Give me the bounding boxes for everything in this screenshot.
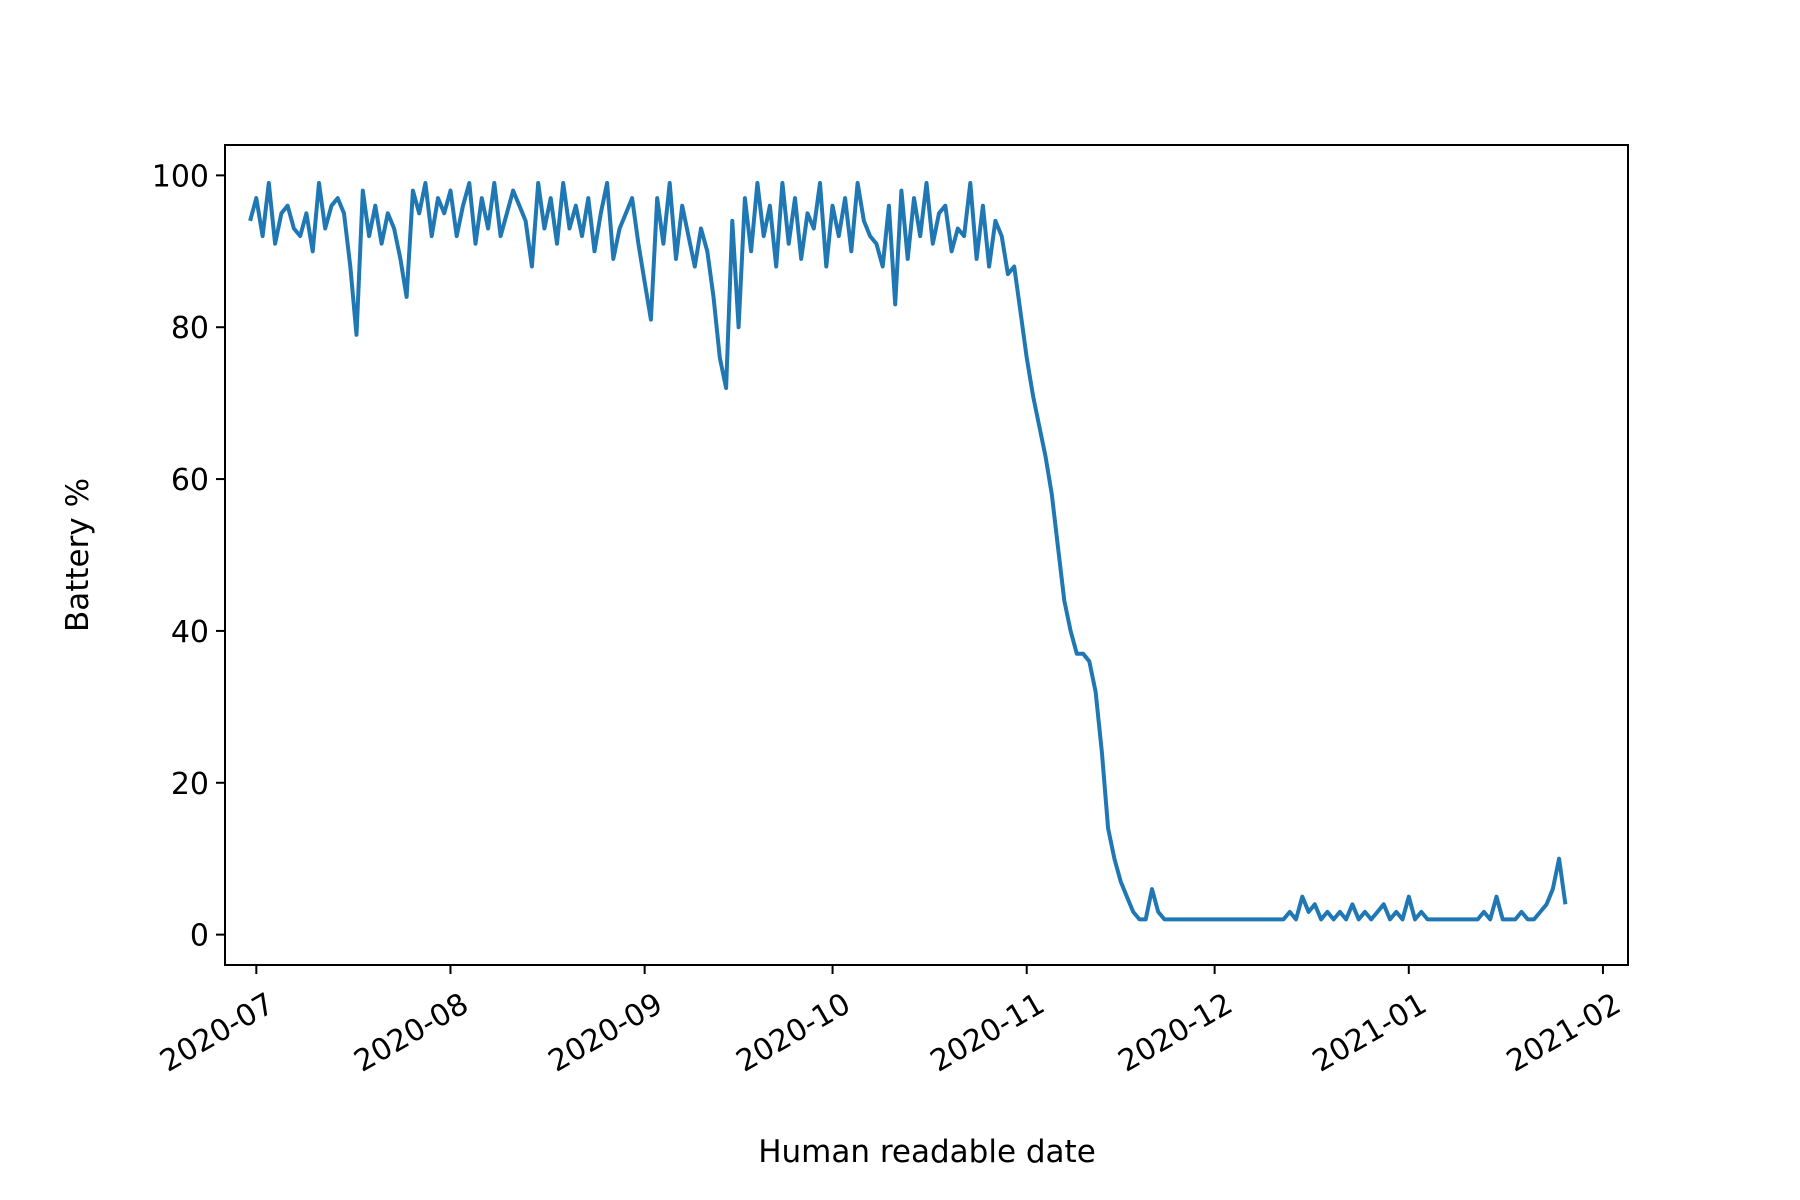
series-line xyxy=(248,181,1568,922)
y-tick-label: 60 xyxy=(171,463,209,498)
y-tick-label: 40 xyxy=(171,615,209,650)
y-axis: 0 20 40 60 80 100 xyxy=(152,159,225,954)
y-tick-label: 20 xyxy=(171,767,209,802)
x-axis-label: Human readable date xyxy=(758,1134,1096,1170)
y-axis-label: Battery % xyxy=(60,478,96,632)
y-tick-label: 80 xyxy=(171,311,209,346)
plot-area xyxy=(248,181,1568,922)
y-tick-label: 100 xyxy=(152,159,209,194)
axes-frame xyxy=(224,144,1629,966)
y-tick-label: 0 xyxy=(190,919,209,954)
